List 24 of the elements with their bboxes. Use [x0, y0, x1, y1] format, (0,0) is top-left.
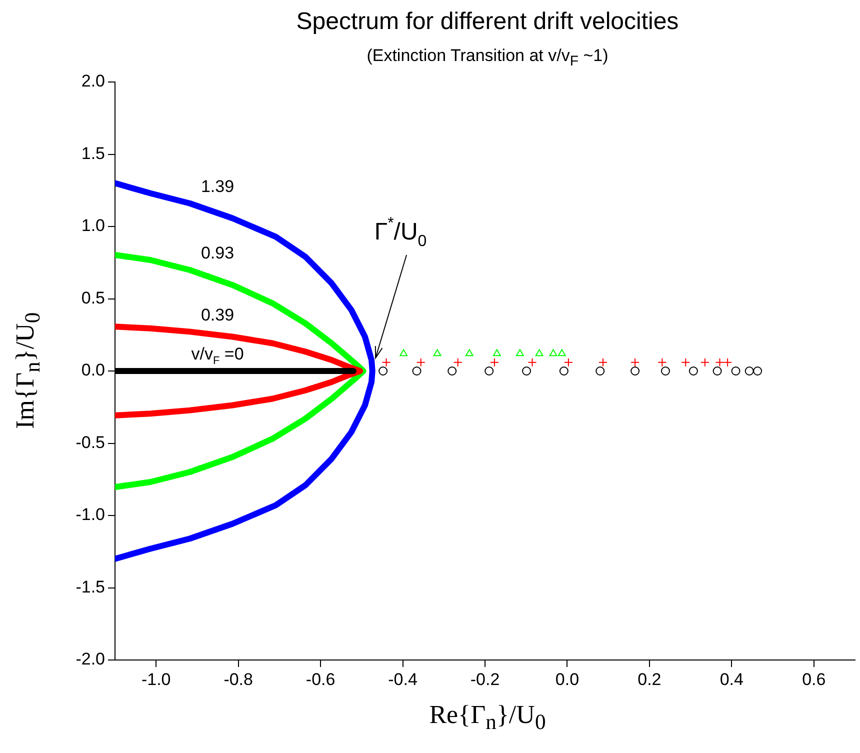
annotation: 0.39	[200, 305, 234, 324]
chart-title: Spectrum for different drift velocities	[295, 8, 680, 36]
x-tick-label: -1.0	[141, 670, 171, 689]
x-tick-label: -0.4	[388, 670, 418, 689]
x-axis-title: Re{Γ$_{n}$}/U$_{0}$	[428, 700, 547, 736]
y-tick-label: -1.0	[76, 505, 105, 524]
annotation: 0.93	[200, 244, 234, 263]
chart-subtitle: (Extinction Transition at v/v$_{F}$ ~1)	[366, 46, 610, 70]
x-tick-label: -0.8	[224, 670, 253, 689]
x-tick-label: 0.4	[720, 670, 744, 689]
y-tick-label: 0.0	[81, 360, 105, 380]
y-tick-label: 2.0	[81, 72, 105, 91]
y-tick-label: -0.5	[76, 432, 105, 452]
x-tick-label: -0.2	[470, 670, 500, 689]
x-tick-label: -0.6	[306, 670, 336, 689]
y-tick-label: 1.0	[81, 216, 105, 236]
x-tick-label: 0.6	[802, 670, 826, 689]
y-tick-label: 0.5	[81, 288, 105, 308]
x-tick-label: 0.2	[638, 670, 662, 689]
y-tick-label: -1.5	[76, 577, 105, 596]
y-tick-label: 1.5	[81, 144, 105, 163]
x-tick-label: 0.0	[555, 670, 580, 689]
y-tick-label: -2.0	[76, 650, 105, 669]
annotation: 1.39	[200, 177, 234, 196]
